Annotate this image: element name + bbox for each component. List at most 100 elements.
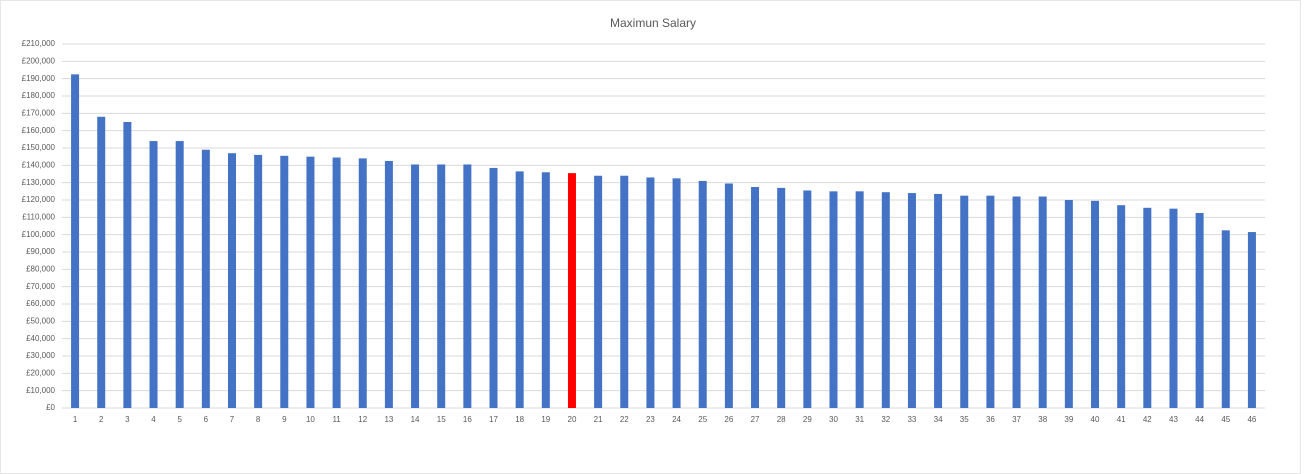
bar xyxy=(332,157,341,408)
x-tick-label: 1 xyxy=(73,415,78,424)
x-tick-label: 24 xyxy=(672,415,681,424)
y-tick-label: £60,000 xyxy=(26,299,55,308)
bar xyxy=(724,183,733,408)
y-tick-label: £190,000 xyxy=(22,74,56,83)
bar xyxy=(934,193,943,408)
bar xyxy=(254,154,263,408)
x-tick-label: 6 xyxy=(204,415,209,424)
bar xyxy=(437,164,446,408)
bar xyxy=(829,191,838,408)
y-tick-label: £90,000 xyxy=(26,247,55,256)
x-tick-label: 17 xyxy=(489,415,498,424)
x-tick-label: 8 xyxy=(256,415,261,424)
x-tick-label: 36 xyxy=(986,415,995,424)
bar xyxy=(1221,230,1230,408)
x-tick-label: 21 xyxy=(594,415,603,424)
y-tick-label: £130,000 xyxy=(22,178,56,187)
bar xyxy=(646,177,655,408)
x-tick-label: 45 xyxy=(1221,415,1230,424)
x-tick-label: 16 xyxy=(463,415,472,424)
x-tick-label: 18 xyxy=(515,415,524,424)
y-tick-label: £160,000 xyxy=(22,126,56,135)
x-tick-label: 30 xyxy=(829,415,838,424)
y-tick-label: £10,000 xyxy=(26,386,55,395)
y-tick-label: £100,000 xyxy=(22,230,56,239)
x-tick-label: 23 xyxy=(646,415,655,424)
x-tick-label: 2 xyxy=(99,415,104,424)
bar xyxy=(1038,196,1047,408)
bar xyxy=(123,122,132,408)
bar xyxy=(672,178,681,408)
y-tick-label: £170,000 xyxy=(22,108,56,117)
y-tick-label: £110,000 xyxy=(22,212,55,221)
x-tick-label: 9 xyxy=(282,415,287,424)
y-tick-label: £50,000 xyxy=(26,316,55,325)
y-tick-label: £0 xyxy=(46,403,55,412)
x-tick-label: 32 xyxy=(881,415,890,424)
bar xyxy=(907,193,916,408)
bar xyxy=(986,195,995,408)
y-tick-label: £20,000 xyxy=(26,368,55,377)
x-tick-label: 25 xyxy=(698,415,707,424)
bar xyxy=(489,167,498,408)
bar xyxy=(463,164,472,408)
bar xyxy=(227,153,236,408)
y-tick-label: £180,000 xyxy=(22,91,56,100)
x-tick-label: 41 xyxy=(1117,415,1126,424)
x-tick-label: 4 xyxy=(151,415,156,424)
bar xyxy=(594,175,603,408)
x-tick-label: 7 xyxy=(230,415,235,424)
x-tick-label: 43 xyxy=(1169,415,1178,424)
y-tick-label: £150,000 xyxy=(22,143,56,152)
x-tick-label: 11 xyxy=(332,415,341,424)
x-tick-label: 33 xyxy=(907,415,916,424)
x-tick-label: 5 xyxy=(177,415,182,424)
bar xyxy=(1064,200,1073,408)
x-tick-label: 31 xyxy=(855,415,864,424)
y-tick-label: £120,000 xyxy=(22,195,56,204)
chart-title: Maximun Salary xyxy=(610,16,696,30)
x-tick-label: 19 xyxy=(541,415,550,424)
bar xyxy=(71,74,80,408)
bar xyxy=(149,141,158,409)
x-tick-label: 13 xyxy=(384,415,393,424)
bar xyxy=(541,172,550,408)
x-tick-label: 3 xyxy=(125,415,130,424)
bar xyxy=(175,141,184,409)
x-tick-label: 12 xyxy=(358,415,367,424)
y-tick-label: £80,000 xyxy=(26,264,55,273)
bar xyxy=(751,187,760,408)
bar xyxy=(881,192,890,408)
bar xyxy=(855,191,864,408)
y-tick-label: £210,000 xyxy=(22,39,56,48)
x-tick-label: 40 xyxy=(1091,415,1100,424)
x-tick-label: 42 xyxy=(1143,415,1152,424)
x-tick-label: 20 xyxy=(568,415,577,424)
bar xyxy=(567,173,576,408)
bar xyxy=(306,156,315,408)
x-tick-label: 10 xyxy=(306,415,315,424)
bar xyxy=(960,195,969,408)
x-tick-label: 37 xyxy=(1012,415,1021,424)
bar xyxy=(201,149,210,408)
x-tick-label: 26 xyxy=(724,415,733,424)
x-tick-label: 35 xyxy=(960,415,969,424)
bar xyxy=(1091,200,1100,408)
x-tick-label: 27 xyxy=(751,415,760,424)
bar xyxy=(803,190,812,408)
x-tick-label: 46 xyxy=(1247,415,1256,424)
bar xyxy=(1117,205,1126,408)
bar xyxy=(358,158,367,408)
bar xyxy=(384,161,393,408)
bar xyxy=(777,187,786,408)
x-tick-label: 15 xyxy=(437,415,446,424)
y-tick-label: £200,000 xyxy=(22,56,56,65)
x-tick-label: 14 xyxy=(411,415,420,424)
bar xyxy=(1012,196,1021,408)
bar xyxy=(1195,213,1204,408)
x-tick-label: 44 xyxy=(1195,415,1204,424)
bar xyxy=(1143,207,1152,408)
bar xyxy=(411,164,420,408)
bar xyxy=(620,175,629,408)
